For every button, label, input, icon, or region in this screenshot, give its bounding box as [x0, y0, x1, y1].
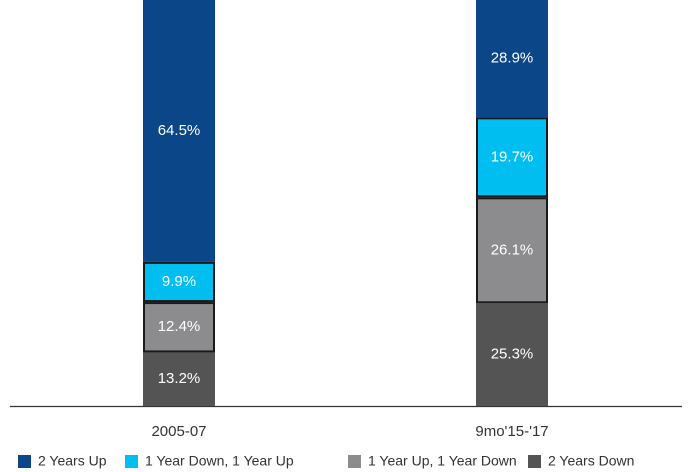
- x-tick-label: 9mo'15-'17: [475, 423, 548, 440]
- bar-segment: [476, 117, 548, 198]
- bar-segment: [143, 302, 215, 353]
- legend-swatch: [18, 455, 31, 468]
- segment-border: [143, 261, 215, 303]
- value-label: 12.4%: [158, 318, 201, 335]
- value-label: 19.7%: [491, 148, 534, 165]
- bar-segment: [476, 303, 548, 406]
- bar-segment: [143, 0, 215, 262]
- x-tick-label: 2005-07: [151, 423, 206, 440]
- legend-swatch: [528, 455, 541, 468]
- legend-swatch: [348, 455, 361, 468]
- legend-swatch: [125, 455, 138, 468]
- legend-label: 2 Years Up: [38, 453, 107, 469]
- bar-segment: [143, 352, 215, 406]
- value-label: 25.3%: [491, 346, 534, 363]
- segment-border: [143, 302, 215, 353]
- value-label: 9.9%: [162, 273, 196, 290]
- legend-label: 2 Years Down: [548, 453, 634, 469]
- value-label: 26.1%: [491, 241, 534, 258]
- value-label: 13.2%: [158, 370, 201, 387]
- segment-border: [476, 117, 548, 198]
- bar-segment: [143, 261, 215, 303]
- segment-border: [476, 197, 548, 304]
- value-label: 64.5%: [158, 122, 201, 139]
- legend-label: 1 Year Up, 1 Year Down: [368, 453, 517, 469]
- value-label: 28.9%: [491, 50, 534, 67]
- bar-segment: [476, 0, 548, 118]
- bar-segment: [476, 197, 548, 304]
- legend-label: 1 Year Down, 1 Year Up: [145, 453, 294, 469]
